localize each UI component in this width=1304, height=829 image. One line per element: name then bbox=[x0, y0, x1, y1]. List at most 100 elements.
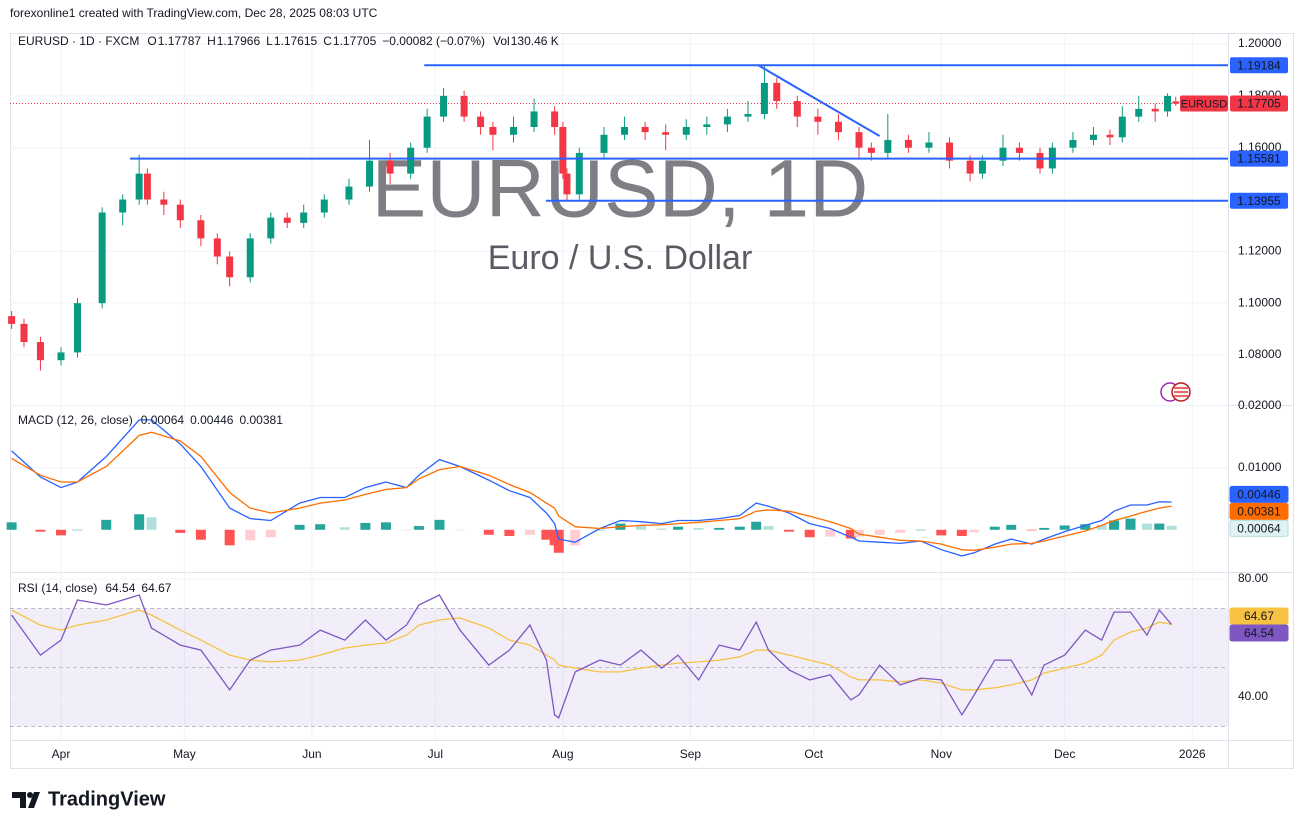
histogram-bar bbox=[401, 529, 412, 531]
candle-body bbox=[477, 116, 485, 127]
axis-value-box bbox=[1229, 502, 1289, 520]
histogram-bar bbox=[1039, 527, 1050, 530]
last-price-label: 1.17705 bbox=[1237, 97, 1281, 111]
histogram-bar bbox=[541, 529, 552, 540]
level-label-box bbox=[1230, 150, 1288, 167]
indicator-line bbox=[11, 419, 1172, 557]
indicator-line bbox=[11, 594, 1173, 719]
y-tick-label: 1.16000 bbox=[1238, 140, 1282, 154]
candle-body bbox=[884, 139, 892, 153]
axis-value-label: 64.54 bbox=[1244, 626, 1274, 640]
x-tick-label: Oct bbox=[804, 747, 823, 761]
x-tick-label: Jun bbox=[302, 747, 321, 761]
histogram-bar bbox=[570, 529, 581, 546]
histogram-bar bbox=[594, 529, 605, 531]
candle-body bbox=[213, 238, 221, 257]
candle-body bbox=[773, 82, 781, 102]
ohlc-key: O bbox=[147, 34, 156, 48]
y-tick-label: 1.12000 bbox=[1238, 244, 1282, 258]
candle-body bbox=[682, 126, 690, 135]
candle-body bbox=[834, 121, 842, 133]
candle-body bbox=[440, 95, 448, 117]
axis-value-label: 64.67 bbox=[1244, 609, 1274, 623]
histogram-bar bbox=[1154, 523, 1165, 530]
histogram-bar bbox=[553, 529, 564, 553]
y-tick-label: 1.10000 bbox=[1238, 295, 1282, 309]
trendline bbox=[757, 64, 881, 137]
candle-body bbox=[197, 220, 205, 239]
histogram-bar bbox=[636, 526, 647, 530]
candle-body bbox=[744, 114, 752, 117]
histogram-bar bbox=[915, 529, 926, 531]
candle-body bbox=[300, 212, 308, 223]
histogram-bar bbox=[989, 526, 1000, 530]
candle-body bbox=[8, 316, 16, 324]
y-tick-label: 40.00 bbox=[1238, 689, 1268, 703]
level-label: 1.19184 bbox=[1237, 58, 1281, 72]
indicator-line bbox=[11, 431, 1172, 551]
x-tick-label: 2026 bbox=[1179, 747, 1206, 761]
candle-body bbox=[20, 323, 28, 343]
x-tick-label: May bbox=[173, 747, 196, 761]
candle-body bbox=[1151, 108, 1159, 112]
candle-body bbox=[1106, 134, 1114, 138]
candle-body bbox=[966, 160, 974, 174]
histogram-bar bbox=[483, 529, 494, 535]
histogram-bar bbox=[175, 529, 186, 533]
y-tick-label: 80.00 bbox=[1238, 571, 1268, 585]
histogram-bar bbox=[936, 529, 947, 536]
y-tick-label: 1.08000 bbox=[1238, 347, 1282, 361]
candle-body bbox=[460, 95, 468, 117]
histogram-bar bbox=[1026, 529, 1037, 531]
candle-body bbox=[760, 82, 768, 115]
histogram-bar bbox=[1096, 524, 1107, 530]
candle-body bbox=[575, 152, 583, 195]
histogram-bar bbox=[845, 529, 856, 539]
candle-body bbox=[119, 199, 127, 213]
candle-body bbox=[423, 116, 431, 148]
candle-body bbox=[793, 101, 801, 117]
x-tick-label: Nov bbox=[931, 747, 952, 761]
candle-body bbox=[723, 116, 731, 125]
candle-body bbox=[135, 173, 143, 200]
histogram-bar bbox=[195, 529, 206, 540]
histogram-bar bbox=[1141, 523, 1152, 530]
candle-body bbox=[1135, 108, 1143, 117]
ohlc-key: L bbox=[266, 34, 273, 48]
candle-body bbox=[407, 147, 415, 174]
symbol-label: EURUSD · 1D · FXCM bbox=[18, 34, 139, 48]
histogram-bar bbox=[854, 529, 865, 537]
legend-value: 64.67 bbox=[141, 581, 171, 595]
volume-key: Vol bbox=[493, 34, 510, 48]
axis-value-label: 0.00064 bbox=[1237, 522, 1281, 536]
level-label: 1.13955 bbox=[1237, 194, 1281, 208]
histogram-bar bbox=[224, 529, 235, 546]
histogram-bar bbox=[434, 519, 445, 530]
candle-body bbox=[641, 126, 649, 133]
ohlc-key: C bbox=[323, 34, 332, 48]
axis-value-label: 0.00446 bbox=[1237, 488, 1281, 502]
candle-body bbox=[283, 217, 291, 223]
ohlc-value: 1.17615 bbox=[274, 34, 318, 48]
histogram-bar bbox=[763, 526, 774, 530]
histogram-bar bbox=[969, 529, 980, 533]
candle-body bbox=[160, 199, 168, 205]
histogram-bar bbox=[146, 517, 157, 530]
histogram-bar bbox=[1080, 524, 1091, 530]
candle-body bbox=[226, 256, 234, 278]
candle-body bbox=[904, 139, 912, 148]
histogram-bar bbox=[734, 526, 745, 530]
histogram-bar bbox=[1109, 520, 1120, 530]
histogram-bar bbox=[455, 529, 466, 531]
volume-value: 130.46 K bbox=[511, 34, 559, 48]
axis-value-box bbox=[1229, 624, 1289, 642]
ohlc-value: 1.17705 bbox=[333, 34, 377, 48]
level-label: 1.15581 bbox=[1237, 152, 1281, 166]
brand-name: TradingView bbox=[48, 788, 166, 810]
x-tick-label: Dec bbox=[1054, 747, 1075, 761]
candle-body bbox=[345, 186, 353, 200]
last-price-name: EURUSD bbox=[1181, 98, 1228, 110]
candle-body bbox=[662, 132, 670, 135]
